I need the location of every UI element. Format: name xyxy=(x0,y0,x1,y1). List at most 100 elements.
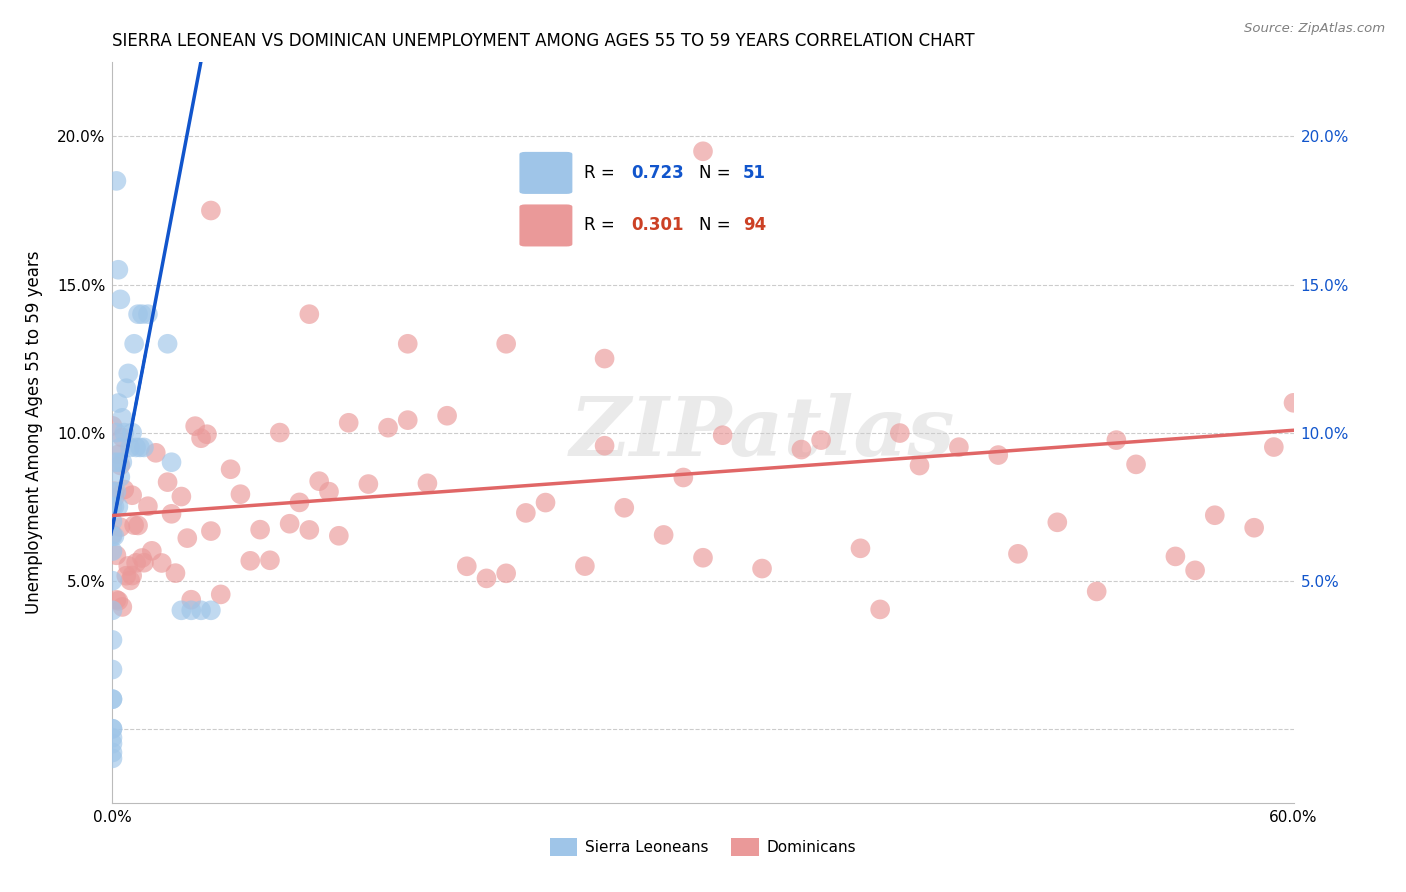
Point xyxy=(987,448,1010,462)
Point xyxy=(120,441,142,455)
Point xyxy=(436,409,458,423)
Point xyxy=(101,737,124,751)
Text: R =: R = xyxy=(583,164,620,182)
Point xyxy=(396,336,419,351)
Point xyxy=(101,544,124,558)
Point xyxy=(103,455,125,469)
Text: 0.301: 0.301 xyxy=(631,217,683,235)
Point xyxy=(176,531,198,545)
Point xyxy=(120,574,142,588)
Point xyxy=(165,566,187,581)
Point xyxy=(495,336,517,351)
Point xyxy=(692,550,714,565)
Point xyxy=(101,529,124,543)
Point xyxy=(107,447,129,461)
Point xyxy=(112,483,135,497)
Point xyxy=(101,663,124,677)
Y-axis label: Unemployment Among Ages 55 to 59 years: Unemployment Among Ages 55 to 59 years xyxy=(25,251,44,615)
Point xyxy=(101,722,124,736)
Point xyxy=(125,556,148,570)
Text: N =: N = xyxy=(699,164,735,182)
Point xyxy=(101,731,124,745)
Point xyxy=(180,603,202,617)
Point xyxy=(219,462,242,476)
Point xyxy=(298,307,321,321)
Point xyxy=(103,500,125,514)
Point xyxy=(112,425,135,440)
Point xyxy=(111,599,134,614)
Point xyxy=(110,470,132,484)
Point xyxy=(132,441,155,455)
Point xyxy=(101,603,124,617)
Point xyxy=(195,427,218,442)
Point xyxy=(110,441,132,455)
Point xyxy=(1046,516,1069,530)
Point xyxy=(105,549,128,563)
Point xyxy=(200,524,222,538)
Point xyxy=(122,336,145,351)
Point xyxy=(1243,521,1265,535)
Point xyxy=(515,506,537,520)
Point xyxy=(136,500,159,514)
Point xyxy=(101,500,124,514)
Point xyxy=(103,491,125,505)
Text: 94: 94 xyxy=(742,217,766,235)
Point xyxy=(105,174,128,188)
Point xyxy=(534,495,557,509)
Point xyxy=(107,262,129,277)
Point xyxy=(107,455,129,469)
Point xyxy=(1085,584,1108,599)
Point xyxy=(150,556,173,570)
Point xyxy=(593,351,616,366)
Point xyxy=(269,425,291,440)
Point xyxy=(103,529,125,543)
Point xyxy=(308,474,330,488)
Point xyxy=(101,527,124,541)
Point xyxy=(170,490,193,504)
Point xyxy=(127,307,149,321)
Point xyxy=(101,722,124,736)
Point xyxy=(209,587,232,601)
Point xyxy=(111,410,134,425)
Point xyxy=(1263,440,1285,454)
Point xyxy=(1204,508,1226,523)
Point xyxy=(377,420,399,434)
Point xyxy=(101,515,124,529)
Point xyxy=(105,484,128,499)
Point xyxy=(101,484,124,499)
Point xyxy=(318,484,340,499)
Point xyxy=(141,544,163,558)
Text: Source: ZipAtlas.com: Source: ZipAtlas.com xyxy=(1244,22,1385,36)
Point xyxy=(229,487,252,501)
Point xyxy=(160,507,183,521)
Point xyxy=(692,145,714,159)
Point xyxy=(456,559,478,574)
Point xyxy=(751,561,773,575)
Legend: Sierra Leoneans, Dominicans: Sierra Leoneans, Dominicans xyxy=(544,832,862,862)
Point xyxy=(121,568,143,582)
Point xyxy=(131,551,153,566)
Point xyxy=(127,518,149,533)
Point xyxy=(337,416,360,430)
Point xyxy=(101,418,124,433)
Point xyxy=(107,594,129,608)
Point xyxy=(593,439,616,453)
Point xyxy=(117,367,139,381)
Point xyxy=(145,446,167,460)
Text: SIERRA LEONEAN VS DOMINICAN UNEMPLOYMENT AMONG AGES 55 TO 59 YEARS CORRELATION C: SIERRA LEONEAN VS DOMINICAN UNEMPLOYMENT… xyxy=(112,32,976,50)
Point xyxy=(160,455,183,469)
Point xyxy=(278,516,301,531)
Point xyxy=(101,632,124,647)
Point xyxy=(790,442,813,457)
Text: 51: 51 xyxy=(742,164,766,182)
Point xyxy=(200,203,222,218)
Point xyxy=(1007,547,1029,561)
Point xyxy=(357,477,380,491)
Point xyxy=(110,458,132,473)
Point xyxy=(184,419,207,434)
Point xyxy=(156,336,179,351)
Point xyxy=(115,381,138,395)
Point xyxy=(125,441,148,455)
Point xyxy=(288,495,311,509)
Point xyxy=(259,553,281,567)
